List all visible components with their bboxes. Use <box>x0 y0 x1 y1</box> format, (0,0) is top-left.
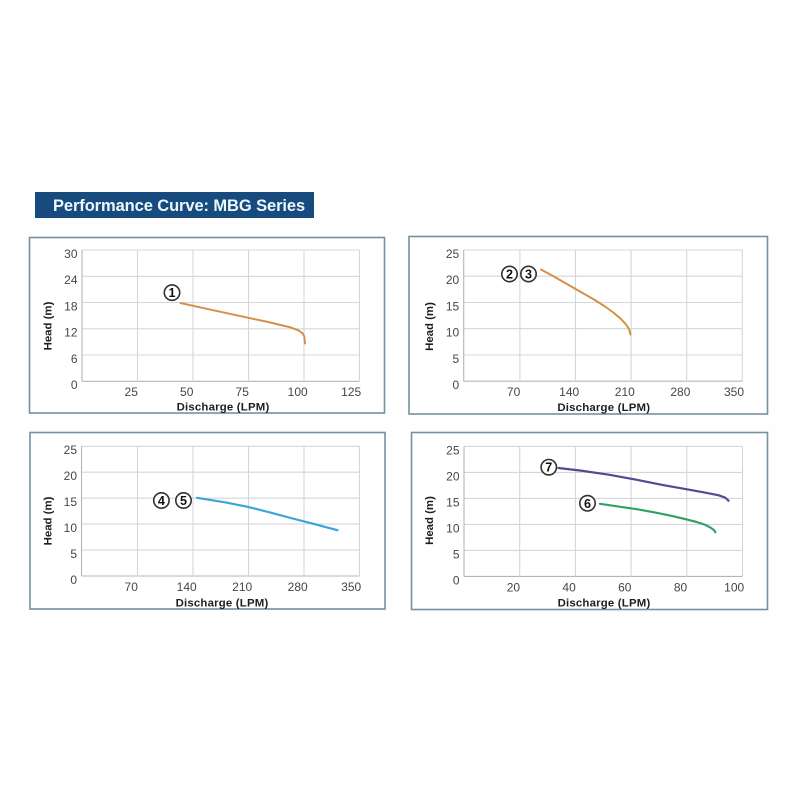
svg-text:100: 100 <box>288 385 308 399</box>
svg-text:3: 3 <box>525 268 532 282</box>
svg-text:20: 20 <box>64 469 78 483</box>
svg-text:15: 15 <box>64 495 78 509</box>
svg-text:60: 60 <box>618 580 632 594</box>
svg-text:0: 0 <box>71 378 78 392</box>
svg-text:280: 280 <box>670 385 690 399</box>
svg-text:Head (m): Head (m) <box>43 496 55 545</box>
svg-text:Head (m): Head (m) <box>424 302 436 351</box>
svg-text:Discharge (LPM): Discharge (LPM) <box>177 401 270 413</box>
svg-text:12: 12 <box>64 326 78 340</box>
svg-text:80: 80 <box>674 580 688 594</box>
svg-text:210: 210 <box>615 385 635 399</box>
svg-text:50: 50 <box>180 385 194 399</box>
svg-text:Head (m): Head (m) <box>424 496 436 545</box>
svg-text:Discharge (LPM): Discharge (LPM) <box>176 598 269 610</box>
svg-text:280: 280 <box>288 580 308 594</box>
svg-text:2: 2 <box>506 268 513 282</box>
svg-text:20: 20 <box>507 580 521 594</box>
svg-text:25: 25 <box>446 443 460 457</box>
svg-text:350: 350 <box>724 385 744 399</box>
svg-text:Discharge (LPM): Discharge (LPM) <box>558 598 651 610</box>
svg-text:18: 18 <box>64 299 78 313</box>
svg-text:25: 25 <box>446 247 460 261</box>
svg-text:Performance Curve: MBG Series: Performance Curve: MBG Series <box>53 197 305 215</box>
svg-text:15: 15 <box>446 495 460 509</box>
svg-text:210: 210 <box>232 580 252 594</box>
svg-text:4: 4 <box>158 494 165 508</box>
svg-text:0: 0 <box>453 573 460 587</box>
svg-text:6: 6 <box>584 497 591 511</box>
svg-text:20: 20 <box>446 273 460 287</box>
svg-text:1: 1 <box>168 286 175 300</box>
svg-text:40: 40 <box>562 580 576 594</box>
svg-text:5: 5 <box>453 352 460 366</box>
svg-text:140: 140 <box>177 580 197 594</box>
svg-text:70: 70 <box>507 385 521 399</box>
svg-text:Discharge (LPM): Discharge (LPM) <box>557 402 650 414</box>
svg-text:5: 5 <box>180 494 187 508</box>
svg-text:0: 0 <box>453 378 460 392</box>
svg-text:70: 70 <box>125 580 139 594</box>
svg-text:5: 5 <box>70 547 77 561</box>
svg-text:15: 15 <box>446 299 460 313</box>
svg-text:100: 100 <box>724 580 744 594</box>
svg-text:75: 75 <box>236 385 250 399</box>
svg-text:10: 10 <box>446 521 460 535</box>
svg-text:6: 6 <box>71 352 78 366</box>
svg-text:7: 7 <box>545 461 552 475</box>
svg-text:25: 25 <box>64 443 78 457</box>
svg-text:5: 5 <box>453 547 460 561</box>
svg-text:0: 0 <box>70 573 77 587</box>
svg-text:30: 30 <box>64 247 78 261</box>
svg-text:20: 20 <box>446 469 460 483</box>
svg-text:125: 125 <box>341 385 361 399</box>
svg-text:140: 140 <box>559 385 579 399</box>
svg-text:25: 25 <box>125 385 139 399</box>
svg-text:24: 24 <box>64 273 78 287</box>
svg-text:10: 10 <box>446 326 460 340</box>
svg-text:10: 10 <box>64 521 78 535</box>
svg-text:350: 350 <box>341 580 361 594</box>
svg-text:Head (m): Head (m) <box>43 301 55 350</box>
